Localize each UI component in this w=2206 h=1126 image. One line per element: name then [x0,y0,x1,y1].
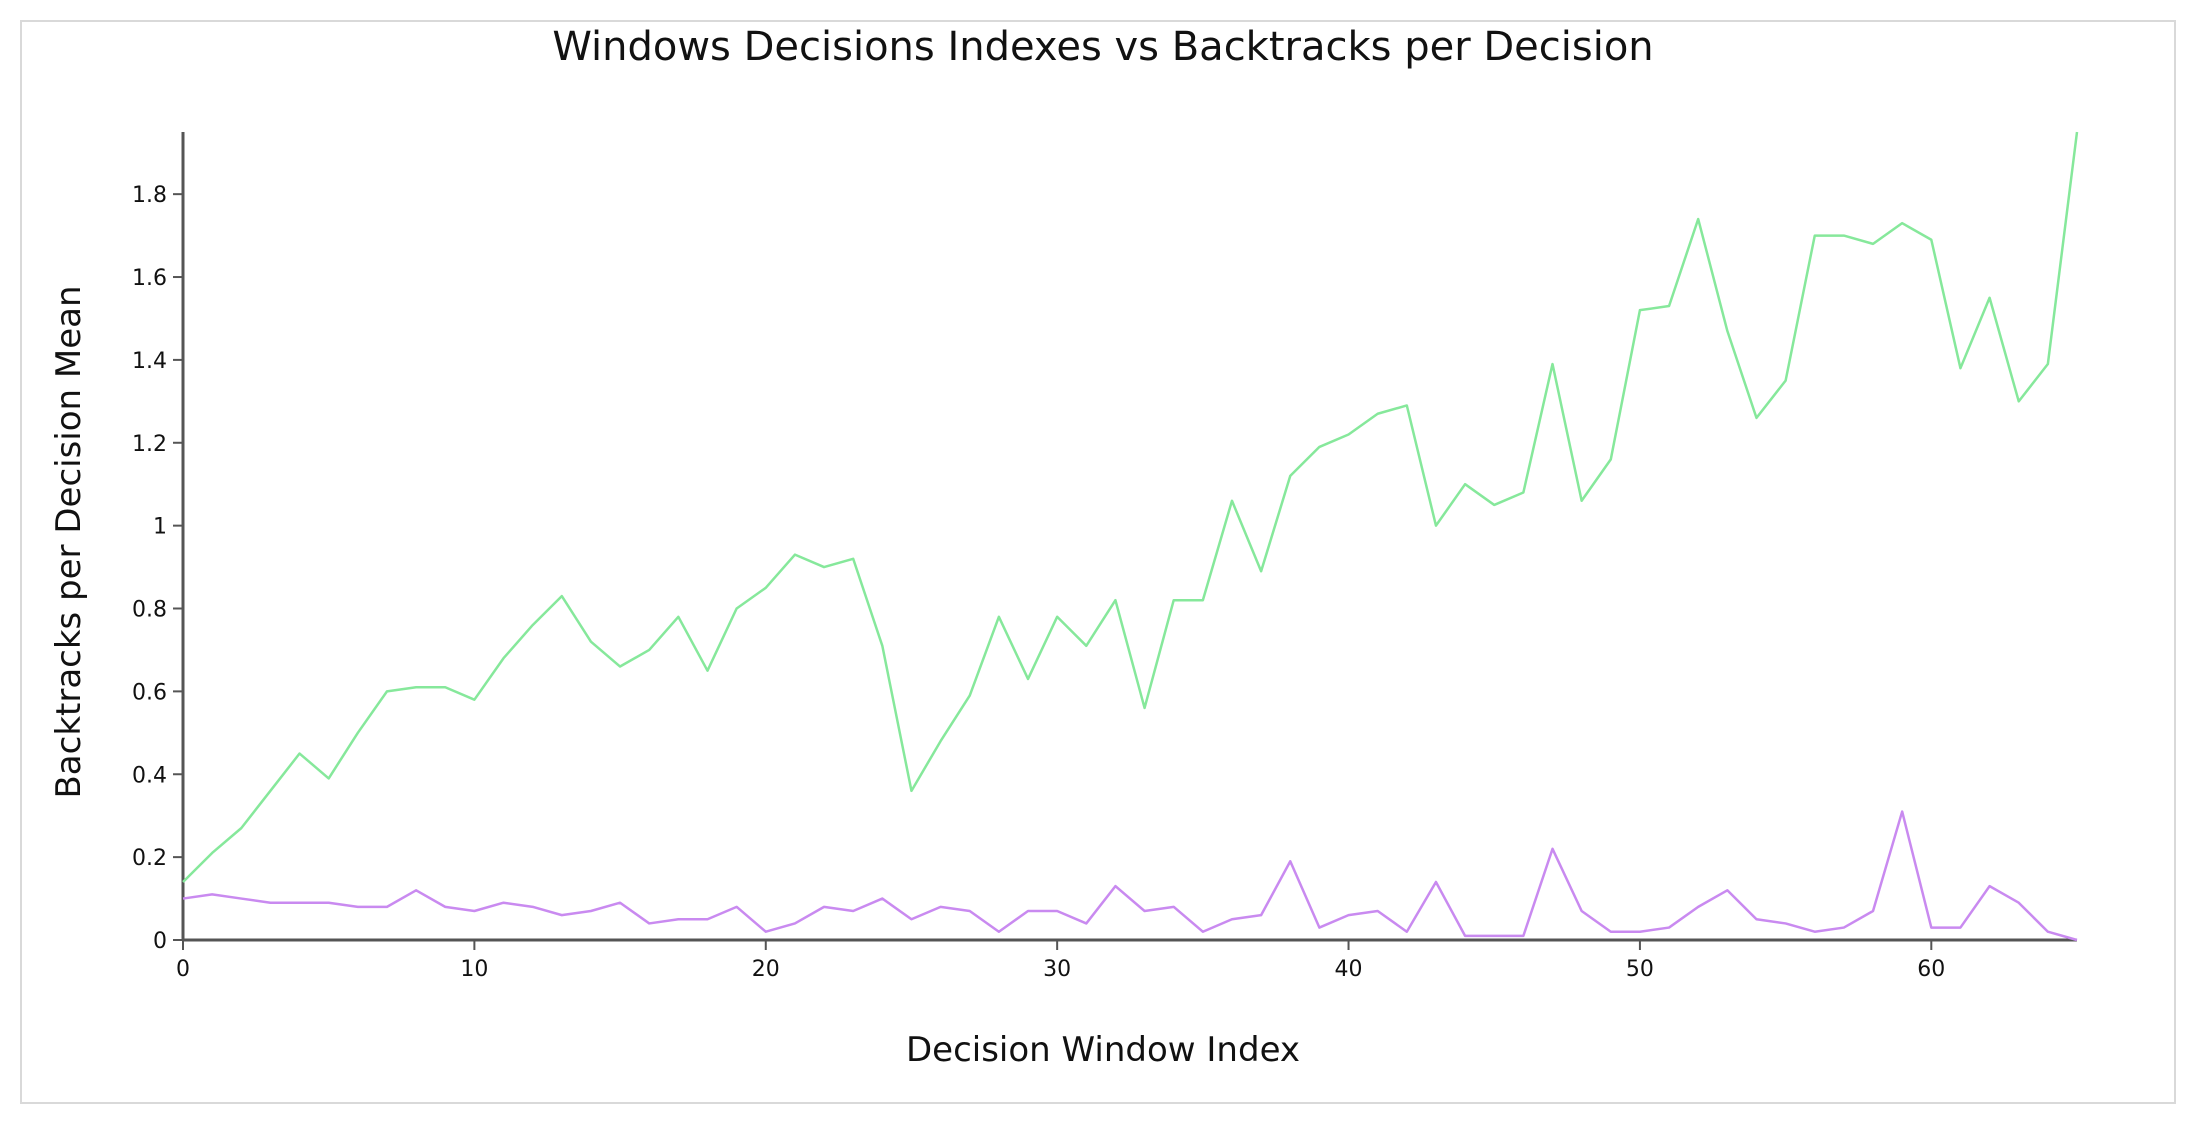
series-line-1 [182,131,2079,883]
y-tick-label: 1.2 [132,432,167,457]
x-tick-label: 60 [1917,957,1945,982]
x-tick-label: 30 [1043,957,1071,982]
x-axis-label: Decision Window Index [906,1030,1300,1070]
x-tick-label: 40 [1335,957,1363,982]
y-tick-label: 1 [153,515,167,540]
x-tick-label: 50 [1626,957,1654,982]
series-layer [182,131,2079,942]
chart-frame [20,20,2176,1104]
chart-title: Windows Decisions Indexes vs Backtracks … [552,24,1653,70]
x-tick-label: 0 [176,957,190,982]
y-tick-label: 1.6 [132,266,167,291]
x-tick-label: 20 [752,957,780,982]
y-tick-label: 0.4 [132,763,167,788]
y-axis-label: Backtracks per Decision Mean [49,285,89,798]
y-tick-label: 0 [153,929,167,954]
y-tick-label: 1.4 [132,349,167,374]
x-axis-ticks: 0 10 20 30 40 50 60 [176,940,1945,982]
y-tick-label: 1.8 [132,183,167,208]
y-axis-ticks: 0 0.2 0.4 0.6 0.8 1 1.2 1.4 1.6 1.8 [132,183,183,954]
x-tick-label: 10 [460,957,488,982]
y-tick-label: 0.2 [132,846,167,871]
series-line-2 [182,810,2078,942]
y-tick-label: 0.8 [132,598,167,623]
y-tick-label: 0.6 [132,680,167,705]
